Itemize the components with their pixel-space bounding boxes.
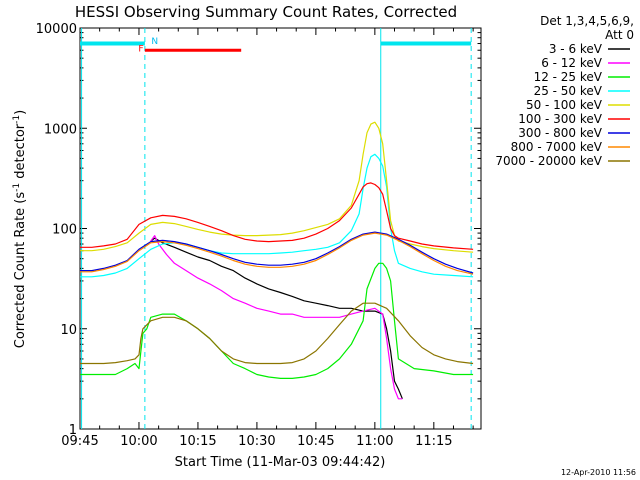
series-lines [80, 121, 474, 400]
legend-label: 7000 - 20000 keV [495, 154, 602, 168]
y-tick-label: 10 [60, 323, 77, 338]
tick-labels: 1 10 100 1000 10000 09:45 10:00 10:15 10:30 10:45… [36, 22, 453, 449]
x-tick-label: 10:45 [297, 434, 334, 449]
series-line [80, 302, 474, 365]
legend-header-line2: Att 0 [605, 28, 634, 42]
axis-ticks [79, 27, 481, 430]
chart-title: HESSI Observing Summary Count Rates, Cor… [75, 3, 457, 21]
series-line [150, 237, 403, 400]
x-tick-label: 10:30 [238, 434, 275, 449]
y-tick-label: 1 [69, 423, 77, 438]
footer-date: 12-Apr-2010 11:56 [561, 468, 636, 477]
x-tick-label: 09:45 [61, 434, 98, 449]
legend-label: 3 - 6 keV [549, 42, 603, 56]
marker-label: F [138, 45, 143, 55]
y-axis-label: Corrected Count Rate (s-1 detector-1) [12, 110, 28, 348]
legend-label: 25 - 50 keV [534, 84, 603, 98]
series-line [80, 153, 474, 278]
series-line [150, 235, 403, 400]
x-axis-label: Start Time (11-Mar-03 09:44:42) [175, 455, 386, 470]
x-tick-label: 11:15 [415, 434, 452, 449]
series-line [80, 231, 474, 274]
series-line [80, 121, 474, 253]
series-line [80, 262, 474, 379]
x-tick-label: 10:00 [120, 434, 157, 449]
legend-label: 800 - 7000 keV [511, 140, 603, 154]
series-line [80, 182, 474, 250]
y-tick-label: 100 [52, 223, 77, 238]
x-tick-label: 10:15 [179, 434, 216, 449]
series-line [80, 232, 474, 275]
marker-label: N [151, 37, 158, 47]
legend-label: 50 - 100 keV [526, 98, 603, 112]
x-tick-label: 11:00 [356, 434, 393, 449]
legend-label: 300 - 800 keV [518, 126, 602, 140]
legend-header-line1: Det 1,3,4,5,6,9, [540, 14, 634, 28]
legend-label: 12 - 25 keV [534, 70, 603, 84]
legend-label: 100 - 300 keV [518, 112, 602, 126]
y-tick-label: 1000 [44, 122, 77, 137]
y-tick-label: 10000 [36, 22, 77, 37]
legend-label: 6 - 12 keV [541, 56, 603, 70]
